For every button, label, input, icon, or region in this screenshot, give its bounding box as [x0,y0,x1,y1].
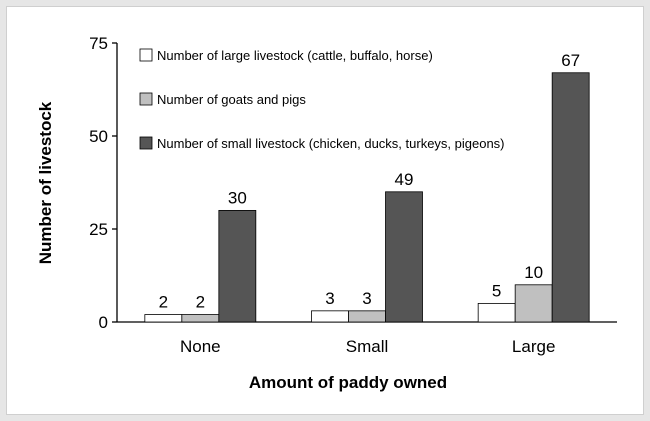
y-tick-label: 25 [89,220,108,239]
legend-label: Number of goats and pigs [157,92,306,107]
bar [385,191,423,323]
data-label: 5 [492,281,501,300]
bars [144,72,590,323]
bar [181,314,220,323]
legend-swatch [139,48,153,62]
bar [514,284,553,323]
x-axis-title: Amount of paddy owned [249,373,447,392]
x-category-label: Large [512,337,555,356]
data-labels: 2 2 30 3 3 49 5 10 67 [159,51,581,312]
data-label: 30 [228,188,247,207]
x-category-label: Small [346,337,389,356]
bar [218,209,257,323]
data-label: 2 [159,293,168,312]
data-label: 2 [196,293,205,312]
legend: Number of large livestock (cattle, buffa… [139,48,505,151]
legend-swatch [139,92,153,106]
bar [551,72,590,323]
data-label: 3 [325,289,334,308]
x-category-label: None [180,337,221,356]
y-tick-label: 0 [99,313,108,332]
y-ticks: 0 25 50 75 [89,34,117,332]
data-label: 10 [524,263,543,282]
chart-frame [6,6,644,415]
y-tick-label: 50 [89,127,108,146]
data-label: 67 [561,51,580,70]
legend-label: Number of large livestock (cattle, buffa… [157,48,433,63]
data-label: 3 [362,289,371,308]
legend-label: Number of small livestock (chicken, duck… [157,136,505,151]
y-tick-label: 75 [89,34,108,53]
bar [477,302,516,323]
legend-swatch [139,136,153,150]
y-axis-title: Number of livestock [36,101,55,264]
bar [348,310,386,323]
bar [311,310,349,323]
bar [144,314,183,323]
x-category-labels: None Small Large [180,337,555,356]
data-label: 49 [395,170,414,189]
